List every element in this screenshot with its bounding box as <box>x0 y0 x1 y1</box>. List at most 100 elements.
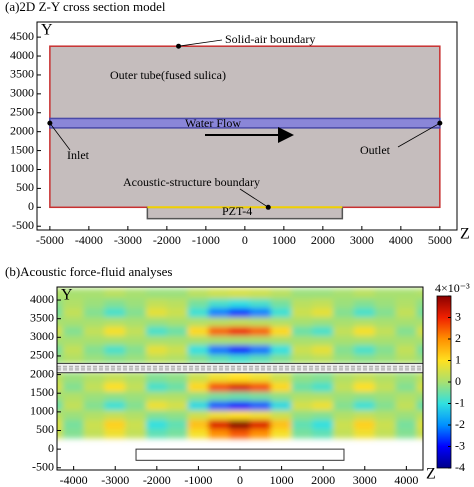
x-axis-label: Z <box>460 226 470 243</box>
heatmap-cell <box>249 297 272 308</box>
heatmap-cell <box>312 353 335 364</box>
heatmap-cell <box>291 390 314 402</box>
heatmap-cell <box>187 400 210 411</box>
colorbar-tick-label: -4 <box>455 460 465 474</box>
y-tick-label: 4000 <box>10 48 34 62</box>
y-tick-label: 500 <box>16 180 34 194</box>
heatmap-cell <box>57 306 64 318</box>
heatmap-cell <box>62 316 85 327</box>
y-tick-label: 2500 <box>10 105 34 119</box>
region-label: Water Flow <box>185 116 241 130</box>
heatmap-cell <box>249 400 272 411</box>
heatmap-cell <box>270 400 293 411</box>
heatmap-cell <box>416 428 423 439</box>
heatmap-cell <box>125 344 147 355</box>
colorbar-tick-label: -2 <box>455 417 465 431</box>
colorbar-tick-label: -3 <box>455 438 465 452</box>
heatmap-cell <box>208 381 231 392</box>
colorbar-tick-label: 2 <box>455 331 461 345</box>
heatmap-cell <box>374 306 397 318</box>
x-tick-label: -1000 <box>192 233 220 247</box>
heatmap-cell <box>166 316 189 327</box>
heatmap-cell <box>83 334 106 346</box>
heatmap-cell <box>57 325 64 336</box>
region <box>49 117 441 129</box>
heatmap-cell <box>353 409 376 420</box>
heatmap-cell <box>374 297 397 308</box>
heatmap-cell <box>333 372 355 383</box>
y-tick-label: 1500 <box>10 142 34 156</box>
heatmap-cell <box>104 316 127 327</box>
heatmap-cell <box>104 381 127 392</box>
y-tick-label: 1000 <box>30 404 54 418</box>
heatmap-cell <box>83 306 106 318</box>
heatmap-cell <box>104 334 127 346</box>
heatmap-cell <box>104 306 127 318</box>
heatmap-cell <box>353 344 376 355</box>
heatmap-cell <box>291 409 314 420</box>
heatmap-cell <box>57 381 64 392</box>
x-tick-label: -2000 <box>153 233 181 247</box>
heatmap-cell <box>62 344 85 355</box>
heatmap-cell <box>145 297 168 308</box>
heatmap-cell <box>249 344 272 355</box>
heatmap-cell <box>374 409 397 420</box>
heatmap-cell <box>353 334 376 346</box>
region-label: PZT-4 <box>222 204 252 218</box>
heatmap-cell <box>187 316 210 327</box>
heatmap-cell <box>374 390 397 402</box>
x-tick-label: 3000 <box>350 233 374 247</box>
heatmap-cell <box>291 353 314 364</box>
heatmap-cell <box>104 325 127 336</box>
heatmap-cell <box>208 418 231 430</box>
heatmap-cell <box>416 372 423 383</box>
heatmap-cell <box>57 418 64 430</box>
colorbar-tick-label: 1 <box>455 352 461 366</box>
heatmap-cell <box>83 344 106 355</box>
heatmap-cell <box>57 316 64 327</box>
heatmap-cell <box>166 297 189 308</box>
heatmap-cell <box>416 344 423 355</box>
y-tick-label: 0 <box>48 441 54 455</box>
y-tick-label: 4500 <box>10 29 34 43</box>
heatmap-cell <box>83 353 106 364</box>
heatmap-cell <box>312 344 335 355</box>
heatmap-cell <box>229 306 251 318</box>
heatmap-cell <box>395 344 418 355</box>
heatmap-cell <box>104 297 127 308</box>
heatmap-cell <box>333 316 355 327</box>
heatmap-cell <box>291 418 314 430</box>
heatmap-cell <box>291 381 314 392</box>
heatmap-cell <box>187 381 210 392</box>
plot-frame <box>36 21 458 231</box>
heatmap-cell <box>104 372 127 383</box>
heatmap-cell <box>249 334 272 346</box>
heatmap-cell <box>291 400 314 411</box>
heatmap-cell <box>229 390 251 402</box>
x-tick-label: 0 <box>237 473 243 487</box>
heatmap-cell <box>62 297 85 308</box>
heatmap-cell <box>83 381 106 392</box>
heatmap-cell <box>125 390 147 402</box>
heatmap-cell <box>353 353 376 364</box>
heatmap-cell <box>291 288 314 299</box>
heatmap-cell <box>62 381 85 392</box>
heatmap-cell <box>104 409 127 420</box>
heatmap-cell <box>57 344 64 355</box>
heatmap-cell <box>270 353 293 364</box>
heatmap-cell <box>166 400 189 411</box>
heatmap-cell <box>125 325 147 336</box>
heatmap-cell <box>291 325 314 336</box>
heatmap-cell <box>145 372 168 383</box>
heatmap-cell <box>395 418 418 430</box>
heatmap-cell <box>416 409 423 420</box>
heatmap-cell <box>353 428 376 439</box>
heatmap-cell <box>312 325 335 336</box>
x-axis-label: Z <box>426 466 436 483</box>
heatmap-cell <box>374 316 397 327</box>
heatmap-cell <box>229 428 251 439</box>
heatmap-cell <box>125 428 147 439</box>
leader-line <box>239 188 269 208</box>
heatmap-cell <box>166 334 189 346</box>
annotation-point <box>265 204 271 210</box>
